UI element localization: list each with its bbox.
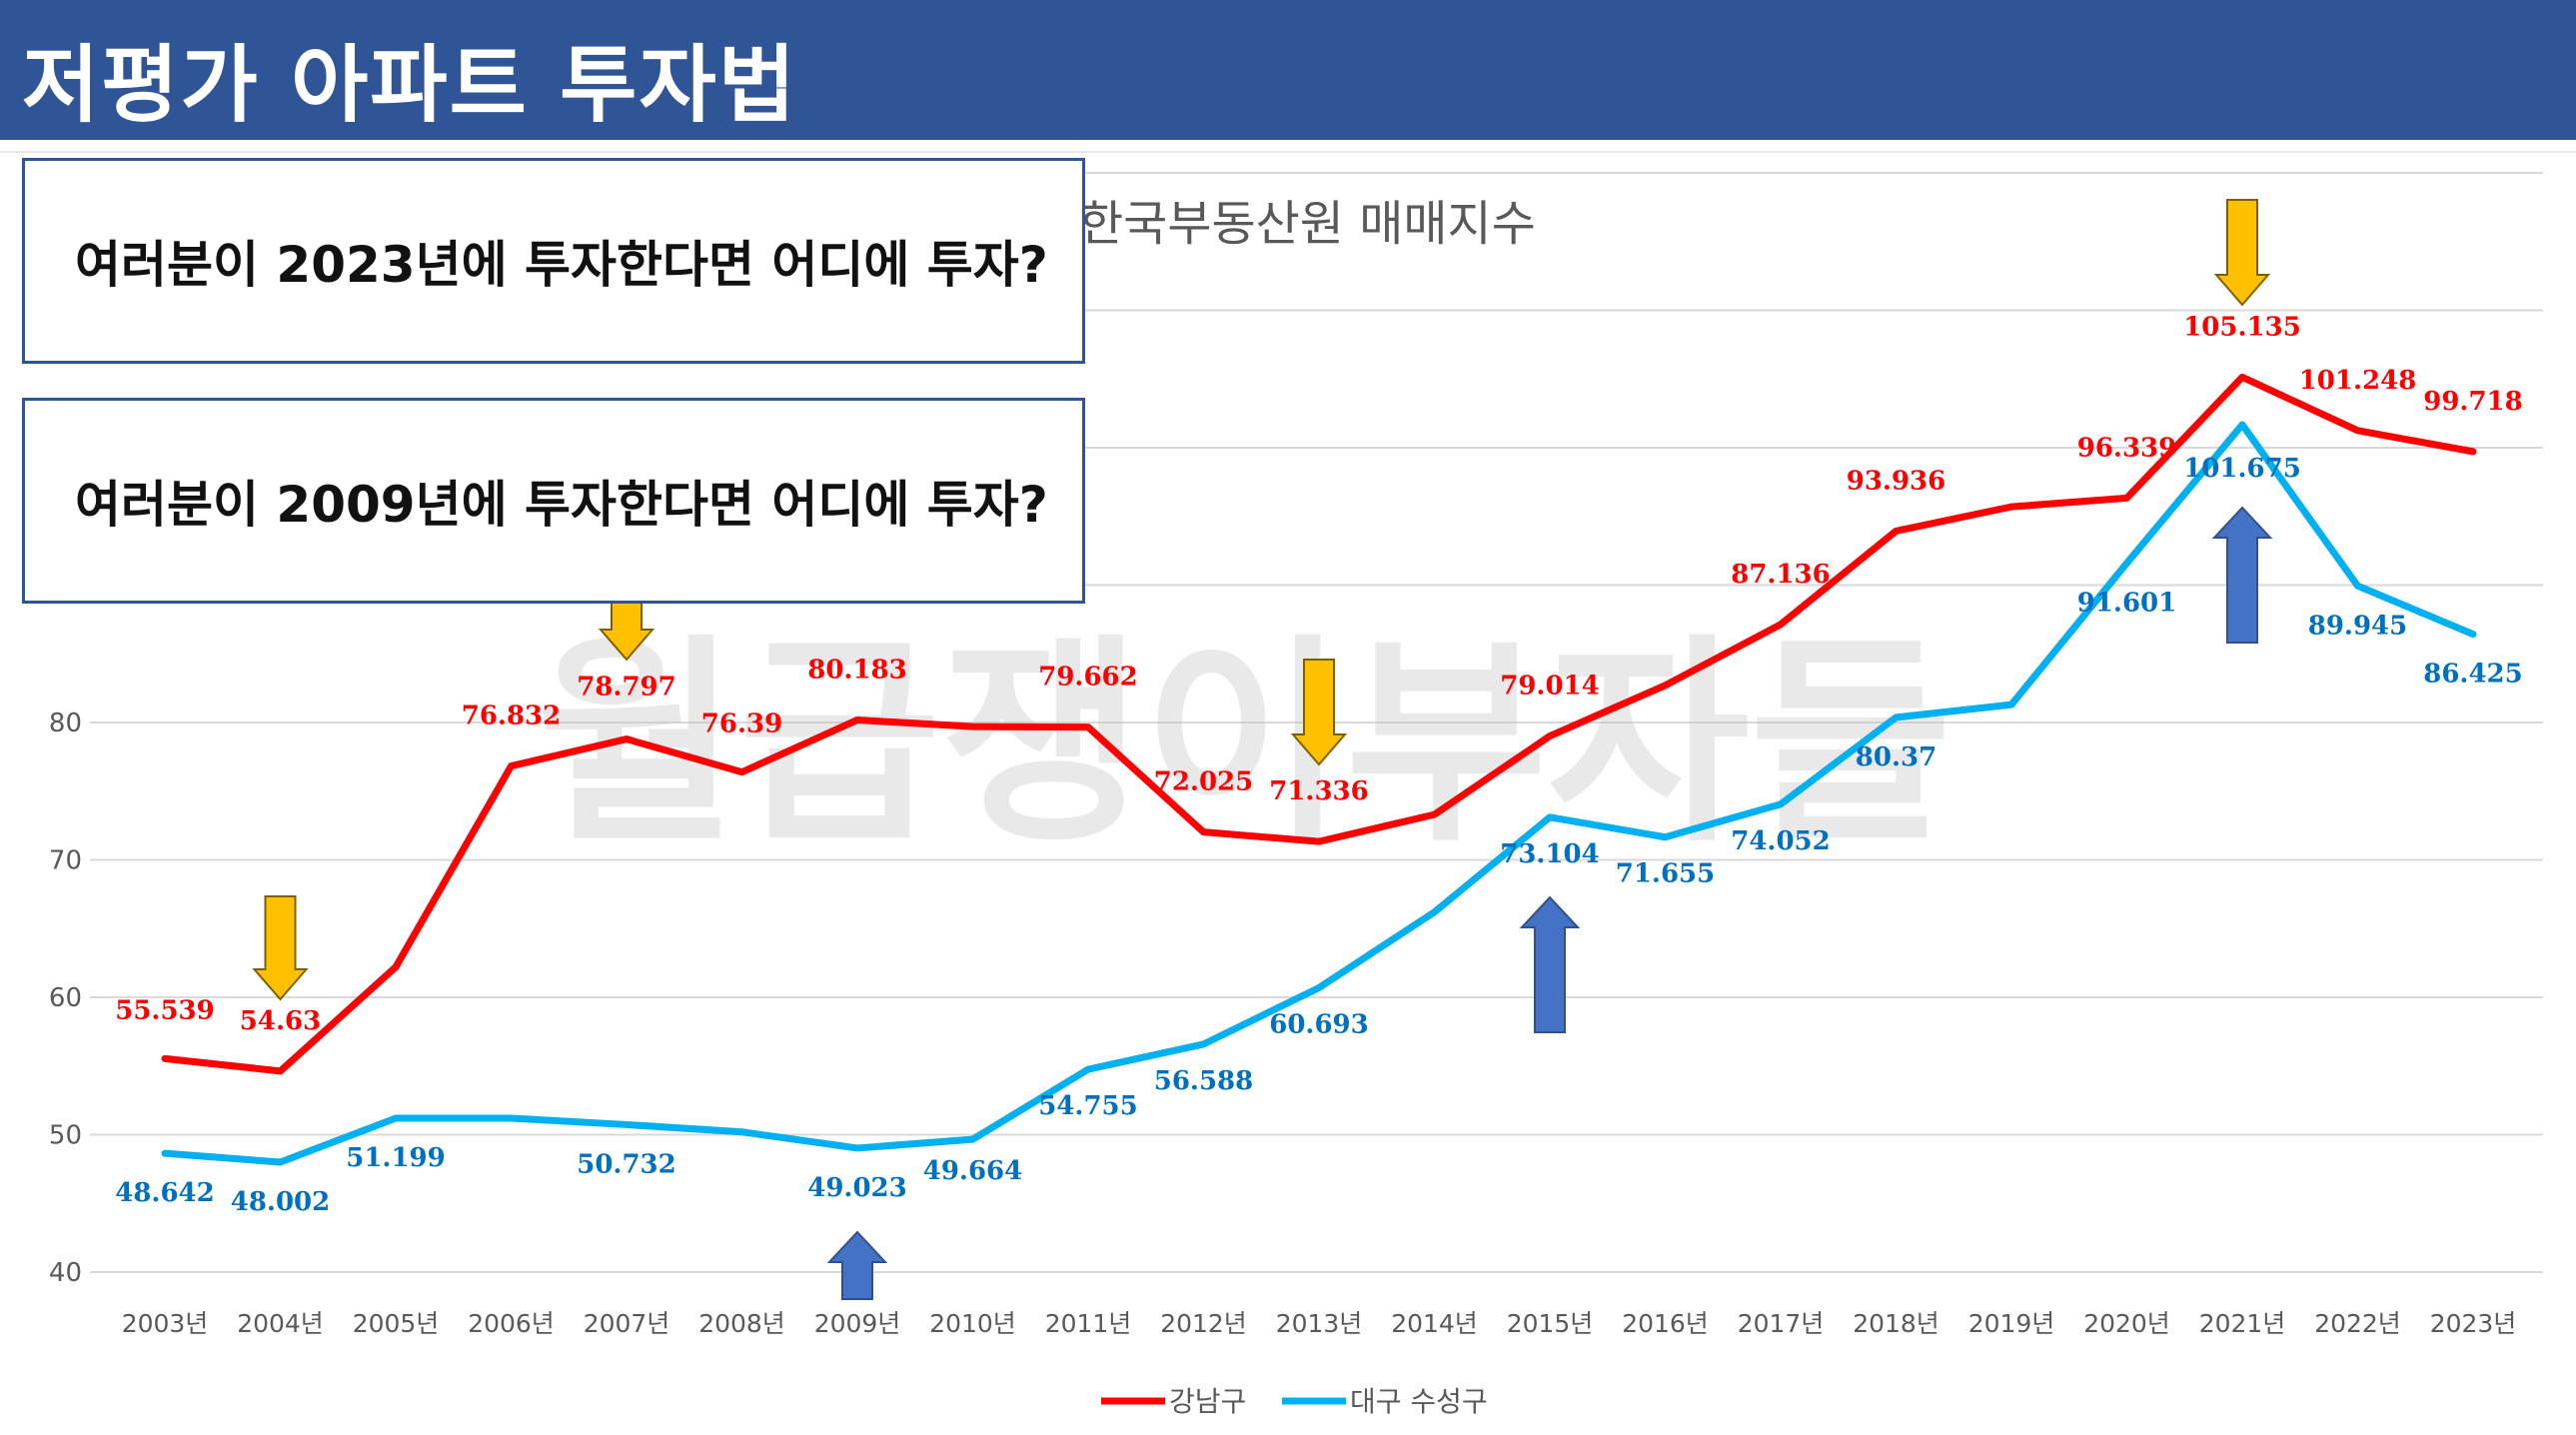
series-line-gangnam bbox=[161, 373, 2477, 1075]
question-box-2023: 여러분이 2023년에 투자한다면 어디에 투자? bbox=[22, 158, 1085, 364]
question-box-2009: 여러분이 2009년에 투자한다면 어디에 투자? bbox=[22, 398, 1085, 604]
y-tick-label: 60 bbox=[49, 983, 82, 1013]
up-arrow-icon bbox=[2211, 506, 2273, 644]
chart-title: 한국부동산원 매매지수 bbox=[1079, 196, 1536, 252]
x-tick-label: 2010년 bbox=[929, 1309, 1016, 1338]
up-arrow-icon bbox=[1519, 895, 1581, 1033]
x-tick-label: 2016년 bbox=[1622, 1309, 1709, 1338]
x-tick-label: 2003년 bbox=[122, 1309, 209, 1338]
down-arrow-icon bbox=[1290, 659, 1348, 766]
data-label-gangnam: 96.339 bbox=[2077, 433, 2177, 463]
y-tick-label: 40 bbox=[49, 1258, 82, 1288]
x-tick-label: 2011년 bbox=[1045, 1309, 1132, 1338]
data-label-gangnam: 76.39 bbox=[701, 710, 782, 739]
x-tick-label: 2008년 bbox=[698, 1309, 785, 1338]
data-label-daegu: 48.642 bbox=[115, 1178, 215, 1208]
data-label-gangnam: 101.248 bbox=[2299, 366, 2417, 396]
data-label-daegu: 74.052 bbox=[1731, 826, 1831, 856]
data-label-daegu: 60.693 bbox=[1269, 1009, 1369, 1039]
data-label-gangnam: 76.832 bbox=[462, 702, 562, 731]
data-label-daegu: 101.675 bbox=[2183, 454, 2301, 484]
x-tick-label: 2009년 bbox=[814, 1309, 901, 1338]
title-banner: 저평가 아파트 투자법 bbox=[0, 0, 2576, 140]
data-label-daegu: 86.425 bbox=[2423, 660, 2523, 690]
data-label-gangnam: 72.025 bbox=[1154, 767, 1254, 797]
data-label-daegu: 49.664 bbox=[923, 1156, 1023, 1186]
data-label-gangnam: 93.936 bbox=[1847, 466, 1946, 496]
x-tick-label: 2004년 bbox=[237, 1309, 324, 1338]
data-label-gangnam: 78.797 bbox=[577, 673, 676, 703]
data-label-gangnam: 55.539 bbox=[115, 995, 215, 1025]
data-label-daegu: 80.37 bbox=[1856, 742, 1936, 772]
x-tick-label: 2023년 bbox=[2430, 1309, 2517, 1338]
x-tick-label: 2022년 bbox=[2314, 1309, 2401, 1338]
x-tick-label: 2005년 bbox=[353, 1309, 440, 1338]
data-label-daegu: 73.104 bbox=[1500, 839, 1600, 869]
x-tick-label: 2006년 bbox=[468, 1309, 555, 1338]
legend-label-gangnam: 강남구 bbox=[1169, 1385, 1246, 1418]
y-tick-label: 70 bbox=[49, 846, 82, 876]
data-label-daegu: 56.588 bbox=[1154, 1066, 1254, 1096]
x-tick-label: 2013년 bbox=[1276, 1309, 1363, 1338]
data-label-gangnam: 79.662 bbox=[1038, 663, 1138, 693]
legend-label-daegu: 대구 수성구 bbox=[1350, 1385, 1488, 1418]
data-label-gangnam: 54.63 bbox=[240, 1006, 321, 1036]
data-label-daegu: 54.755 bbox=[1038, 1091, 1138, 1121]
data-label-gangnam: 80.183 bbox=[807, 655, 907, 685]
data-label-daegu: 91.601 bbox=[2077, 588, 2177, 618]
data-label-gangnam: 87.136 bbox=[1731, 560, 1831, 590]
data-label-daegu: 49.023 bbox=[807, 1173, 907, 1203]
page-title: 저평가 아파트 투자법 bbox=[22, 36, 798, 134]
x-tick-label: 2007년 bbox=[584, 1309, 670, 1338]
x-tick-label: 2017년 bbox=[1738, 1309, 1825, 1338]
x-tick-label: 2012년 bbox=[1160, 1309, 1247, 1338]
question-2023-text: 여러분이 2023년에 투자한다면 어디에 투자? bbox=[75, 236, 1048, 294]
down-arrow-icon bbox=[598, 599, 655, 662]
data-label-gangnam: 105.135 bbox=[2183, 312, 2301, 342]
data-label-gangnam: 71.336 bbox=[1269, 776, 1369, 806]
data-label-daegu: 71.655 bbox=[1616, 859, 1716, 889]
x-tick-label: 2021년 bbox=[2199, 1309, 2286, 1338]
data-label-gangnam: 99.718 bbox=[2423, 387, 2523, 417]
x-tick-label: 2018년 bbox=[1853, 1309, 1939, 1338]
up-arrow-icon bbox=[826, 1230, 888, 1300]
question-2009-text: 여러분이 2009년에 투자한다면 어디에 투자? bbox=[75, 476, 1048, 534]
data-label-daegu: 50.732 bbox=[577, 1149, 676, 1179]
data-label-daegu: 89.945 bbox=[2308, 611, 2408, 641]
y-tick-label: 80 bbox=[49, 709, 82, 738]
data-label-daegu: 48.002 bbox=[231, 1187, 331, 1217]
x-tick-label: 2020년 bbox=[2083, 1309, 2170, 1338]
series-line-daegu bbox=[161, 421, 2477, 1166]
line-chart: 40 50 60 70 80 2003년 2004년 2005년 2006년 2007년 2008년… bbox=[0, 151, 2576, 1418]
x-tick-label: 2015년 bbox=[1507, 1309, 1594, 1338]
x-tick-label: 2019년 bbox=[1968, 1309, 2055, 1338]
data-label-daegu: 51.199 bbox=[346, 1143, 446, 1173]
x-tick-label: 2014년 bbox=[1391, 1309, 1478, 1338]
y-tick-label: 50 bbox=[49, 1121, 82, 1151]
down-arrow-icon bbox=[252, 895, 309, 1001]
down-arrow-icon bbox=[2213, 199, 2271, 307]
data-label-gangnam: 79.014 bbox=[1500, 672, 1600, 702]
